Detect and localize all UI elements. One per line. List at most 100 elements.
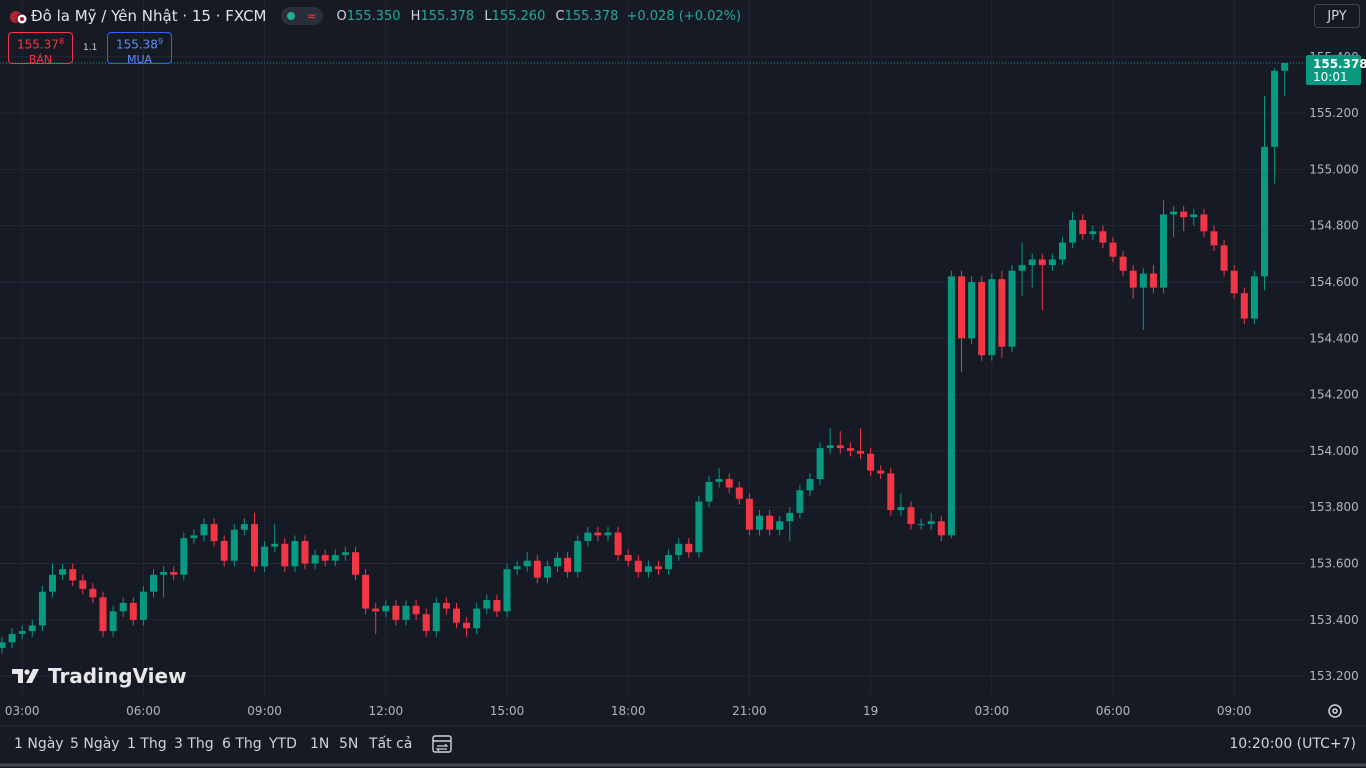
grid [0, 0, 1305, 695]
candle-body [1180, 211, 1188, 218]
candle-body [513, 566, 521, 570]
candle-body [251, 524, 258, 567]
y-tick-label: 154.200 [1309, 388, 1359, 402]
candle-body [412, 605, 420, 615]
candle-body [594, 532, 602, 536]
currency-button[interactable]: JPY [1314, 4, 1360, 28]
watermark-logo [12, 669, 39, 683]
candle-body [240, 524, 248, 530]
buy-button[interactable]: 155.389 MUA [107, 32, 172, 66]
candle-body [554, 557, 561, 567]
candle-body [675, 543, 683, 556]
candle-body [1250, 276, 1258, 319]
candle-body [99, 597, 107, 632]
candle-body [281, 543, 289, 567]
candle-body [79, 580, 87, 589]
x-tick-label: 03:00 [5, 704, 40, 718]
candle-body [362, 574, 370, 609]
candle-body [574, 540, 582, 572]
candle-body [584, 532, 592, 541]
candle-body [1220, 245, 1228, 271]
candle-body [998, 279, 1006, 347]
candle-body [988, 279, 996, 356]
gear-ring [1328, 704, 1342, 718]
range-button[interactable]: 5N [339, 736, 359, 752]
candle-body [200, 524, 208, 536]
flag-jp-dot [20, 17, 24, 21]
candle-body [28, 625, 36, 632]
x-tick-label: 03:00 [975, 704, 1010, 718]
candle-body [1048, 259, 1056, 266]
candle-body [523, 560, 531, 567]
range-button[interactable]: 6 Thg [222, 736, 262, 752]
market-status[interactable]: ≈ [280, 7, 323, 25]
range-button[interactable]: 1N [310, 736, 330, 752]
candle-body [1210, 231, 1218, 246]
candle-body [604, 532, 612, 536]
y-tick-label: 155.000 [1309, 162, 1359, 176]
candle-body [402, 605, 410, 620]
candle-body [907, 507, 915, 525]
candle-body [180, 538, 188, 575]
gear-icon[interactable] [1328, 704, 1342, 718]
candle-body [786, 512, 794, 522]
clock[interactable]: 10:20:00 (UTC+7) [1229, 736, 1356, 752]
legend-change: +0.028 (+0.02%) [626, 8, 742, 24]
candle-body [1028, 259, 1036, 266]
calendar-arrows [435, 743, 449, 752]
candle-body [432, 602, 440, 632]
candle-body [473, 608, 481, 629]
candle-body [442, 602, 450, 609]
y-tick-label: 155.200 [1309, 106, 1359, 120]
range-button[interactable]: 1 Ngày [14, 736, 64, 752]
candle-body [1079, 220, 1087, 235]
price-tag [1306, 54, 1361, 85]
candle-body [1008, 270, 1016, 347]
candle-body [1190, 214, 1198, 218]
legend-key: C [555, 8, 565, 24]
price-tag-value: 155.378 [1313, 57, 1366, 71]
flag-icons [10, 11, 28, 25]
candle-body [634, 560, 642, 572]
logo-dot [24, 669, 30, 675]
range-button[interactable]: Tất cả [369, 736, 413, 752]
candle-body [1149, 273, 1157, 288]
sell-button[interactable]: 155.378 BÁN [8, 32, 73, 66]
y-tick-label: 154.400 [1309, 331, 1359, 345]
candle-body [806, 479, 814, 491]
candle-body [947, 276, 955, 536]
candle-body [1129, 270, 1137, 288]
candle-body [483, 600, 491, 609]
candle-body [766, 515, 774, 530]
symbol-title[interactable]: Đô la Mỹ / Yên Nhật · 15 · FXCM [31, 7, 267, 25]
candle-body [927, 521, 935, 525]
status-icon: ≈ [306, 9, 317, 23]
x-tick-label: 06:00 [126, 704, 161, 718]
spread: 1.1 [83, 43, 98, 53]
range-button[interactable]: 3 Thg [174, 736, 214, 752]
candle-body [1170, 211, 1178, 215]
y-tick-label: 153.200 [1309, 669, 1359, 683]
candle-body [301, 540, 309, 564]
range-button[interactable]: 5 Ngày [70, 736, 120, 752]
x-tick-label: 12:00 [369, 704, 404, 718]
y-tick-label: 154.000 [1309, 444, 1359, 458]
watermark[interactable]: TradingView [12, 664, 187, 688]
candle-body [321, 555, 329, 561]
symbol-header: Đô la Mỹ / Yên Nhật · 15 · FXCM ≈ O155.3… [8, 6, 741, 26]
candle-body [170, 571, 178, 575]
x-tick-label: 19 [863, 704, 878, 718]
range-button[interactable]: YTD [269, 736, 297, 752]
candle-body [715, 479, 723, 482]
candle-body [210, 524, 218, 541]
candle-body [160, 571, 168, 575]
candle-body [261, 546, 269, 567]
candle-body [614, 532, 622, 556]
range-button[interactable]: 1 Thg [127, 736, 167, 752]
candle-body [937, 521, 945, 536]
candle-body [533, 560, 541, 578]
legend-value: 155.350 [346, 8, 401, 24]
candle-body [857, 450, 864, 454]
range-picker-icon[interactable] [432, 735, 452, 753]
